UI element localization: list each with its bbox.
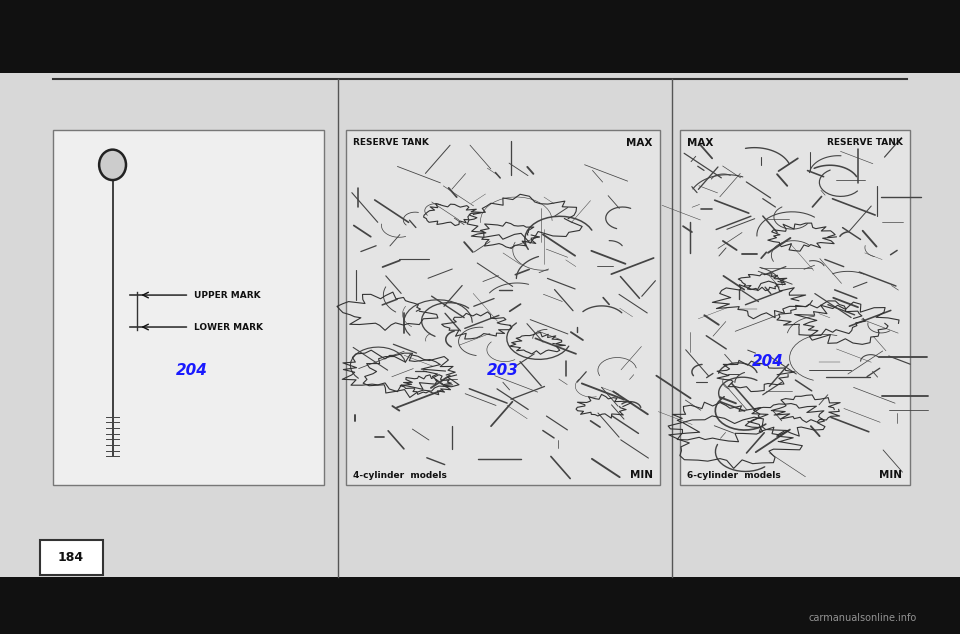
- Text: MIN: MIN: [879, 470, 902, 480]
- Bar: [40, 540, 103, 575]
- Text: 204: 204: [752, 354, 784, 369]
- Text: MAX: MAX: [627, 138, 653, 148]
- Text: UPPER MARK: UPPER MARK: [194, 290, 261, 299]
- Bar: [53, 130, 324, 485]
- Text: LOWER MARK: LOWER MARK: [194, 323, 263, 332]
- Text: RESERVE TANK: RESERVE TANK: [827, 138, 902, 146]
- Text: 204: 204: [176, 363, 208, 378]
- Bar: [0, 577, 960, 634]
- Bar: [346, 130, 660, 485]
- Text: RESERVE TANK: RESERVE TANK: [353, 138, 429, 146]
- Bar: [0, 0, 960, 73]
- Text: MAX: MAX: [687, 138, 713, 148]
- Text: 4-cylinder  models: 4-cylinder models: [353, 471, 447, 480]
- Text: 203: 203: [487, 363, 519, 378]
- Text: 6-cylinder  models: 6-cylinder models: [687, 471, 781, 480]
- Text: 184: 184: [58, 552, 84, 564]
- Text: MIN: MIN: [630, 470, 653, 480]
- Ellipse shape: [99, 150, 126, 180]
- Bar: [680, 130, 910, 485]
- Bar: [0, 73, 960, 577]
- Text: carmanualsonline.info: carmanualsonline.info: [808, 612, 917, 623]
